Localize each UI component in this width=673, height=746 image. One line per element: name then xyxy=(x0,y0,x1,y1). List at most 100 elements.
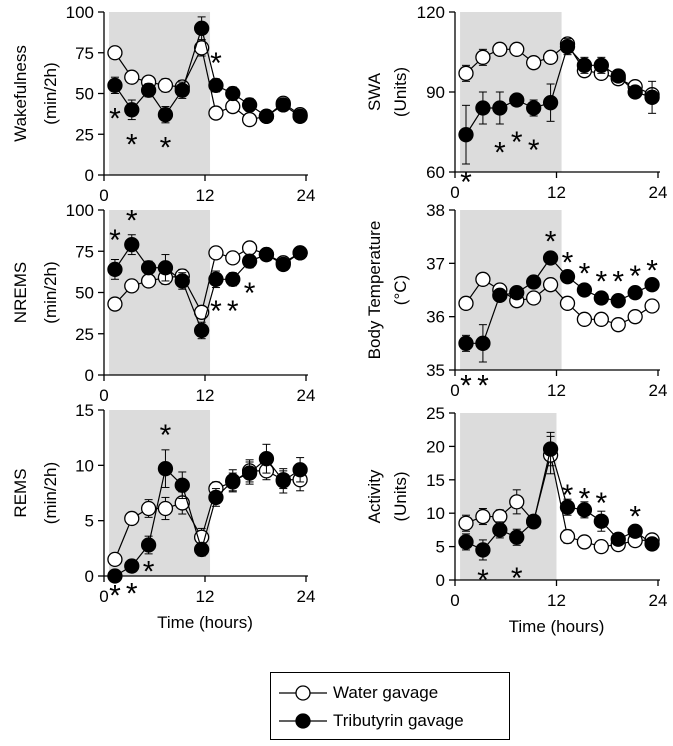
significance-star: * xyxy=(227,295,239,328)
data-point xyxy=(174,477,190,493)
data-point xyxy=(526,514,542,530)
data-point xyxy=(509,92,525,108)
y-tick-label: 100 xyxy=(66,3,94,22)
x-tick-label: 24 xyxy=(649,183,668,202)
significance-star: * xyxy=(460,369,472,402)
y-tick-label: 75 xyxy=(75,44,94,63)
y-tick-label: 60 xyxy=(426,163,445,182)
legend-item-water: Water gavage xyxy=(279,681,438,705)
dark-period-shade xyxy=(109,12,211,175)
data-point xyxy=(241,253,258,269)
data-point xyxy=(475,542,491,558)
data-point xyxy=(644,89,660,105)
significance-star: * xyxy=(109,580,121,613)
data-point xyxy=(610,68,626,84)
x-tick-label: 24 xyxy=(649,381,668,400)
significance-star: * xyxy=(528,134,540,167)
series-tributyrin xyxy=(458,38,660,165)
y-axis-label-line: (Units) xyxy=(391,67,410,117)
data-point xyxy=(475,508,491,525)
data-point xyxy=(292,245,308,261)
significance-star: * xyxy=(126,577,138,610)
y-axis-label-line: Wakefulness xyxy=(11,45,30,142)
series-tributyrin xyxy=(107,443,308,584)
data-point xyxy=(275,473,291,489)
data-point xyxy=(225,85,241,102)
data-point xyxy=(107,551,123,568)
data-point xyxy=(225,250,241,266)
data-point xyxy=(559,269,576,285)
data-point xyxy=(492,287,508,303)
data-point xyxy=(576,502,593,518)
x-tick-label: 12 xyxy=(547,183,566,202)
significance-star: * xyxy=(210,295,222,328)
y-tick-label: 5 xyxy=(436,538,445,557)
data-point xyxy=(107,296,123,312)
legend-item-tributyrin: Tributyrin gavage xyxy=(279,709,464,733)
data-point xyxy=(193,322,210,339)
significance-star: * xyxy=(511,126,523,159)
data-point xyxy=(174,273,190,289)
significance-star: * xyxy=(160,419,172,452)
data-point xyxy=(475,335,491,351)
significance-star: * xyxy=(612,265,624,298)
data-point xyxy=(593,513,609,529)
significance-star: * xyxy=(511,562,523,595)
data-point xyxy=(208,271,224,287)
y-tick-label: 0 xyxy=(85,567,94,586)
y-tick-label: 100 xyxy=(66,201,94,220)
data-point xyxy=(458,515,474,531)
significance-star: * xyxy=(126,128,138,161)
data-point xyxy=(157,260,174,276)
y-tick-label: 120 xyxy=(417,3,445,22)
data-point xyxy=(576,282,593,298)
data-point xyxy=(225,98,241,115)
data-point xyxy=(492,522,508,538)
x-tick-label: 0 xyxy=(450,183,459,202)
x-axis-label: Time (hours) xyxy=(509,617,605,636)
data-point xyxy=(124,278,140,294)
y-axis-label-line: NREMS xyxy=(11,262,30,323)
data-point xyxy=(157,461,174,477)
y-axis-label-line: (min/2h) xyxy=(41,62,60,124)
data-point xyxy=(509,285,525,301)
data-point xyxy=(157,500,174,517)
data-point xyxy=(610,317,626,333)
data-point xyxy=(107,568,123,584)
significance-star: * xyxy=(629,501,641,534)
data-point xyxy=(124,510,140,527)
y-tick-label: 20 xyxy=(426,437,445,456)
data-point xyxy=(157,77,174,93)
x-tick-label: 24 xyxy=(297,386,316,405)
data-point xyxy=(241,111,258,128)
data-point xyxy=(627,84,643,100)
data-point xyxy=(526,274,542,290)
y-tick-label: 37 xyxy=(426,254,445,273)
significance-star: * xyxy=(477,369,489,402)
y-tick-label: 38 xyxy=(426,201,445,220)
data-point xyxy=(124,236,140,253)
data-point xyxy=(526,55,542,71)
significance-star: * xyxy=(109,102,121,135)
data-point xyxy=(559,499,576,515)
data-point xyxy=(610,293,626,309)
data-point xyxy=(107,261,123,278)
series-tributyrin xyxy=(458,431,660,561)
data-point xyxy=(593,538,609,555)
data-point xyxy=(509,529,525,545)
legend: Water gavage Tributyrin gavage xyxy=(270,672,510,740)
data-point xyxy=(526,100,542,116)
data-point xyxy=(593,290,609,306)
data-point xyxy=(258,246,275,263)
data-point xyxy=(576,57,593,73)
data-point xyxy=(241,240,258,256)
y-tick-label: 0 xyxy=(436,571,445,590)
x-tick-label: 24 xyxy=(649,591,668,610)
data-point xyxy=(542,277,559,293)
y-axis-label-line: Activity xyxy=(365,469,384,523)
data-point xyxy=(275,97,291,113)
significance-star: * xyxy=(595,487,607,520)
data-point xyxy=(475,100,491,116)
